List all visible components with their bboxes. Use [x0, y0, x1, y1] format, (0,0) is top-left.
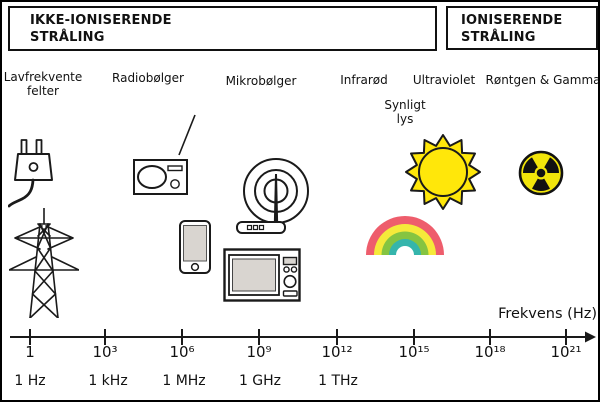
axis-arrow-icon: [585, 331, 596, 343]
category-xray-gamma: Røntgen & Gamma: [485, 73, 600, 87]
unit-label-thz: 1 THz: [318, 373, 358, 389]
category-microwaves: Mikrobølger: [225, 74, 297, 88]
category-low-frequency: Lavfrekvente felter: [3, 70, 83, 98]
tick-label-1e15: 10¹⁵: [398, 343, 430, 361]
non-ionizing-line2: STRÅLING: [30, 30, 105, 45]
tick-label-1e3: 10³: [92, 343, 118, 361]
tick-label-1e0: 1: [25, 343, 35, 361]
category-visible-light: Synligt lys: [384, 98, 426, 126]
tick-label-1e21: 10²¹: [550, 343, 582, 361]
category-radio-waves: Radiobølger: [112, 71, 184, 85]
smartphone-icon: [179, 220, 211, 274]
ionizing-line2: STRÅLING: [461, 30, 536, 45]
tick-label-1e18: 10¹⁸: [474, 343, 506, 361]
radioactive-icon: [518, 150, 564, 196]
frequency-axis: [10, 329, 596, 345]
rainbow-icon: [366, 216, 444, 255]
tick-label-1e6: 10⁶: [169, 343, 195, 361]
radio-icon: [133, 114, 196, 195]
tick-label-1e12: 10¹²: [321, 343, 353, 361]
sun-icon: [405, 134, 481, 210]
tick-label-1e9: 10⁹: [246, 343, 272, 361]
category-ultraviolet: Ultraviolet: [412, 73, 476, 87]
power-plug-icon: [8, 139, 53, 208]
non-ionizing-line1: IKKE-IONISERENDE: [30, 13, 172, 28]
non-ionizing-header-box: IKKE-IONISERENDE STRÅLING: [8, 6, 437, 51]
unit-label-ghz: 1 GHz: [238, 373, 282, 389]
axis-title: Frekvens (Hz): [498, 306, 597, 322]
category-infrared: Infrarød: [340, 73, 388, 87]
unit-label-hz: 1 Hz: [14, 373, 46, 389]
unit-label-khz: 1 kHz: [88, 373, 128, 389]
unit-label-mhz: 1 MHz: [162, 373, 206, 389]
ionizing-header-box: IONISERENDE STRÅLING: [446, 6, 598, 50]
transmission-tower-icon: [9, 208, 79, 318]
axis-ticks: [29, 329, 567, 345]
microwave-oven-icon: [223, 248, 301, 302]
wifi-router-icon: [236, 158, 309, 234]
ionizing-line1: IONISERENDE: [461, 13, 563, 28]
